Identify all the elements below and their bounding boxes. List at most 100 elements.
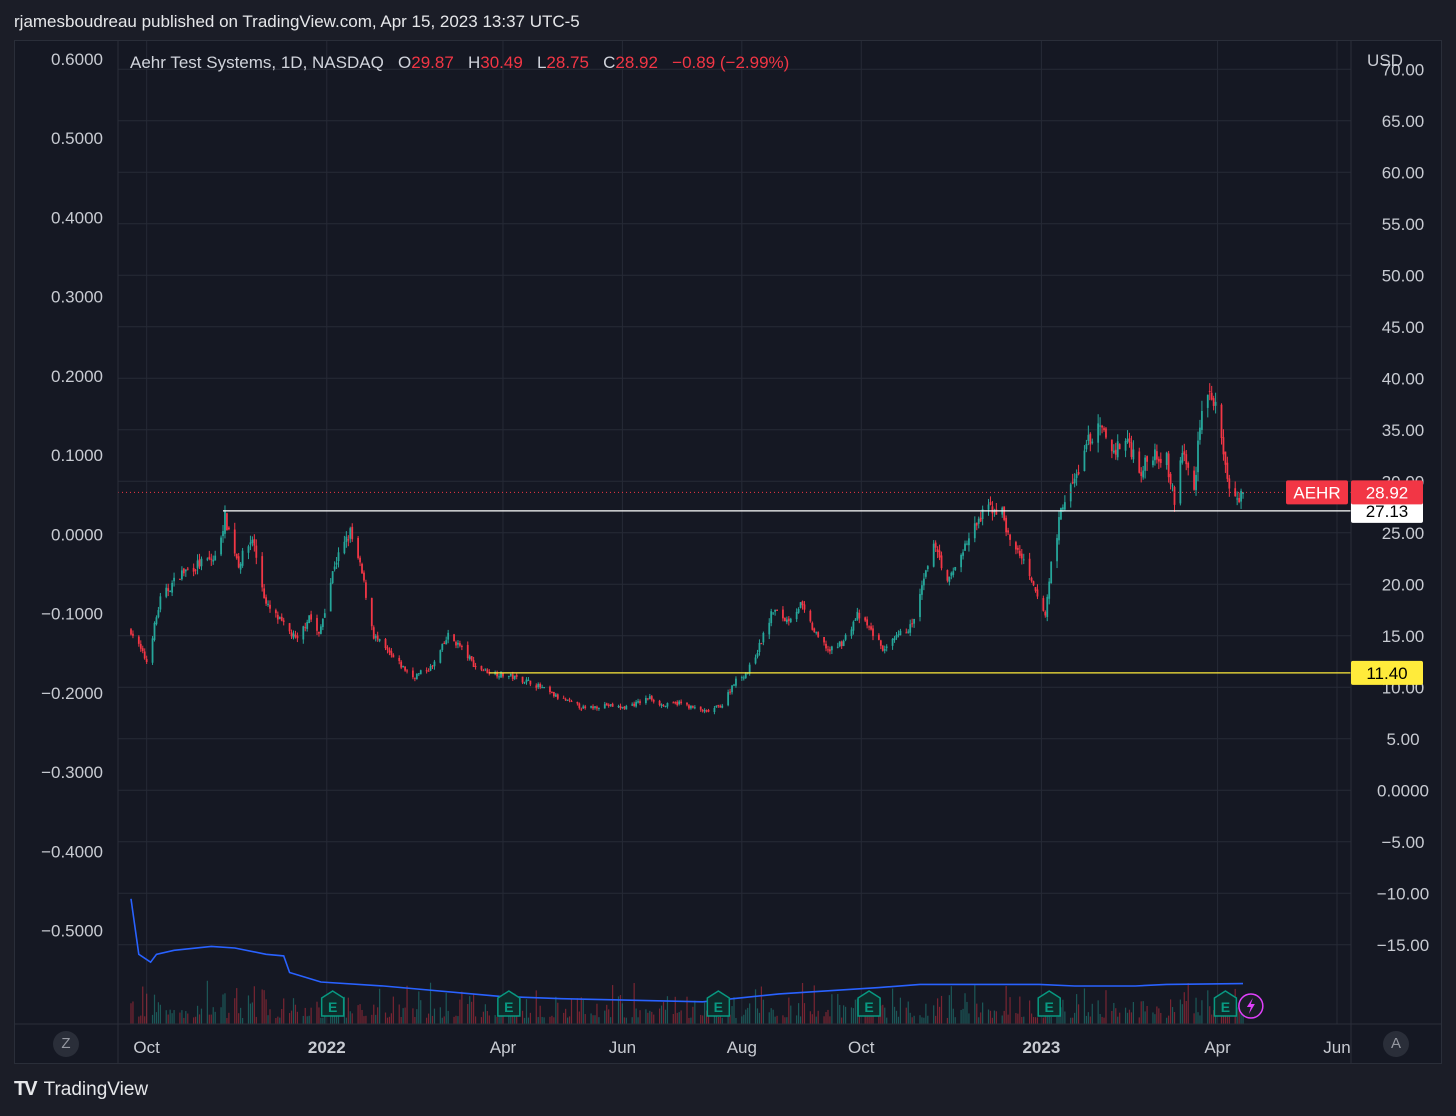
legend-close: 28.92 — [615, 53, 658, 72]
earnings-icon-label: E — [864, 999, 873, 1015]
volume-bar — [1101, 1016, 1103, 1024]
time-tick-label: 2022 — [308, 1038, 346, 1057]
candle-body — [1171, 485, 1174, 487]
volume-bar — [660, 1005, 663, 1024]
volume-bar — [1115, 1008, 1117, 1024]
candle-body — [1062, 507, 1064, 510]
candle-body — [308, 615, 311, 624]
candle-body — [611, 703, 614, 707]
candle-body — [1097, 423, 1100, 443]
right-tick-label: 55.00 — [1382, 215, 1425, 234]
candle-body — [433, 661, 436, 667]
volume-bar — [935, 1015, 937, 1024]
right-tick-label: −15.00 — [1377, 936, 1429, 955]
candle-body — [226, 513, 228, 531]
volume-bar — [617, 996, 620, 1024]
candle-body — [269, 604, 271, 609]
volume-bar — [1005, 985, 1007, 1024]
volume-bar — [645, 1009, 647, 1024]
volume-bar — [429, 982, 432, 1024]
volume-bar — [745, 1009, 747, 1024]
grid-lines — [15, 41, 1351, 1024]
volume-bar — [1156, 1006, 1158, 1024]
candle-body — [1128, 438, 1131, 443]
candle-body — [1173, 487, 1176, 505]
volume-bar — [523, 1017, 526, 1024]
candle-body — [447, 632, 450, 640]
candle-body — [686, 702, 688, 705]
volume-bar — [334, 1012, 336, 1024]
candle-body — [1167, 453, 1170, 478]
candle-body — [1099, 425, 1102, 427]
candle-body — [631, 704, 634, 706]
candle-body — [1030, 577, 1033, 582]
candle-body — [255, 545, 258, 558]
volume-bar — [619, 994, 622, 1024]
candle-body — [179, 578, 181, 580]
volume-bar — [662, 1001, 665, 1024]
candle-body — [347, 539, 350, 541]
volume-bar — [351, 1013, 353, 1024]
candle-body — [840, 641, 843, 647]
volume-bar — [308, 1015, 310, 1024]
candle-body — [954, 566, 957, 570]
volume-bar — [541, 1016, 543, 1024]
candle-body — [543, 686, 545, 688]
volume-bar — [770, 1008, 772, 1024]
volume-bar — [455, 1015, 457, 1024]
candle-body — [592, 706, 594, 709]
volume-bar — [978, 1017, 980, 1024]
candle-body — [1101, 425, 1103, 428]
candle-body — [815, 632, 818, 634]
candle-body — [596, 706, 598, 709]
candle-body — [521, 676, 524, 683]
volume-bar — [989, 1010, 992, 1024]
volume-bar — [1224, 1009, 1227, 1024]
candle-body — [758, 642, 761, 653]
candle-body — [294, 634, 297, 637]
volume-bar — [612, 985, 614, 1024]
volume-bar — [1034, 1017, 1037, 1024]
candle-body — [130, 629, 132, 635]
candle-body — [691, 706, 694, 708]
chart-frame[interactable]: E E E E E E 70.00 65.00 60.00 55.00 50.00 45.00 40.… — [14, 40, 1442, 1064]
volume-bar — [1072, 1017, 1074, 1024]
volume-bar — [1019, 996, 1021, 1024]
volume-bar — [995, 1011, 997, 1024]
candle-body — [838, 641, 841, 647]
candle-body — [222, 531, 224, 537]
candle-body — [639, 701, 641, 704]
volume-bar — [1089, 1016, 1091, 1024]
candle-body — [1212, 398, 1215, 406]
footer-brand[interactable]: TV TradingView — [14, 1078, 148, 1101]
candle-body — [995, 509, 998, 515]
auto-scale-button[interactable]: A — [1383, 1031, 1409, 1057]
volume-bar — [1085, 1015, 1088, 1024]
candle-body — [662, 705, 665, 707]
price-chart[interactable]: E E E E E E 70.00 65.00 60.00 55.00 50.00 45.00 40.… — [15, 41, 1441, 1063]
symbol-tag-label: AEHR — [1293, 483, 1340, 502]
candle-body — [1130, 442, 1133, 457]
volume-bar — [1209, 1006, 1211, 1024]
candle-body — [1181, 452, 1184, 463]
volume-bar — [666, 996, 669, 1024]
candle-body — [1238, 497, 1241, 503]
candle-body — [363, 572, 365, 581]
volume-bar — [345, 1017, 347, 1024]
legend-h-label: H — [467, 53, 481, 72]
candle-body — [337, 552, 340, 562]
left-tick-label: 0.0000 — [51, 525, 103, 544]
candle-body — [744, 673, 747, 679]
candle-body — [1240, 490, 1242, 502]
candle-body — [239, 563, 242, 570]
volume-bar — [933, 1005, 935, 1024]
candle-body — [1220, 404, 1223, 438]
candle-body — [453, 634, 455, 642]
volume-bar — [420, 1000, 422, 1024]
volume-bar — [692, 1006, 694, 1024]
volume-bar — [330, 1010, 332, 1024]
candle-body — [1234, 488, 1237, 497]
volume-bar — [651, 1011, 653, 1024]
zoom-button[interactable]: Z — [53, 1031, 79, 1057]
candle-body — [386, 647, 389, 650]
